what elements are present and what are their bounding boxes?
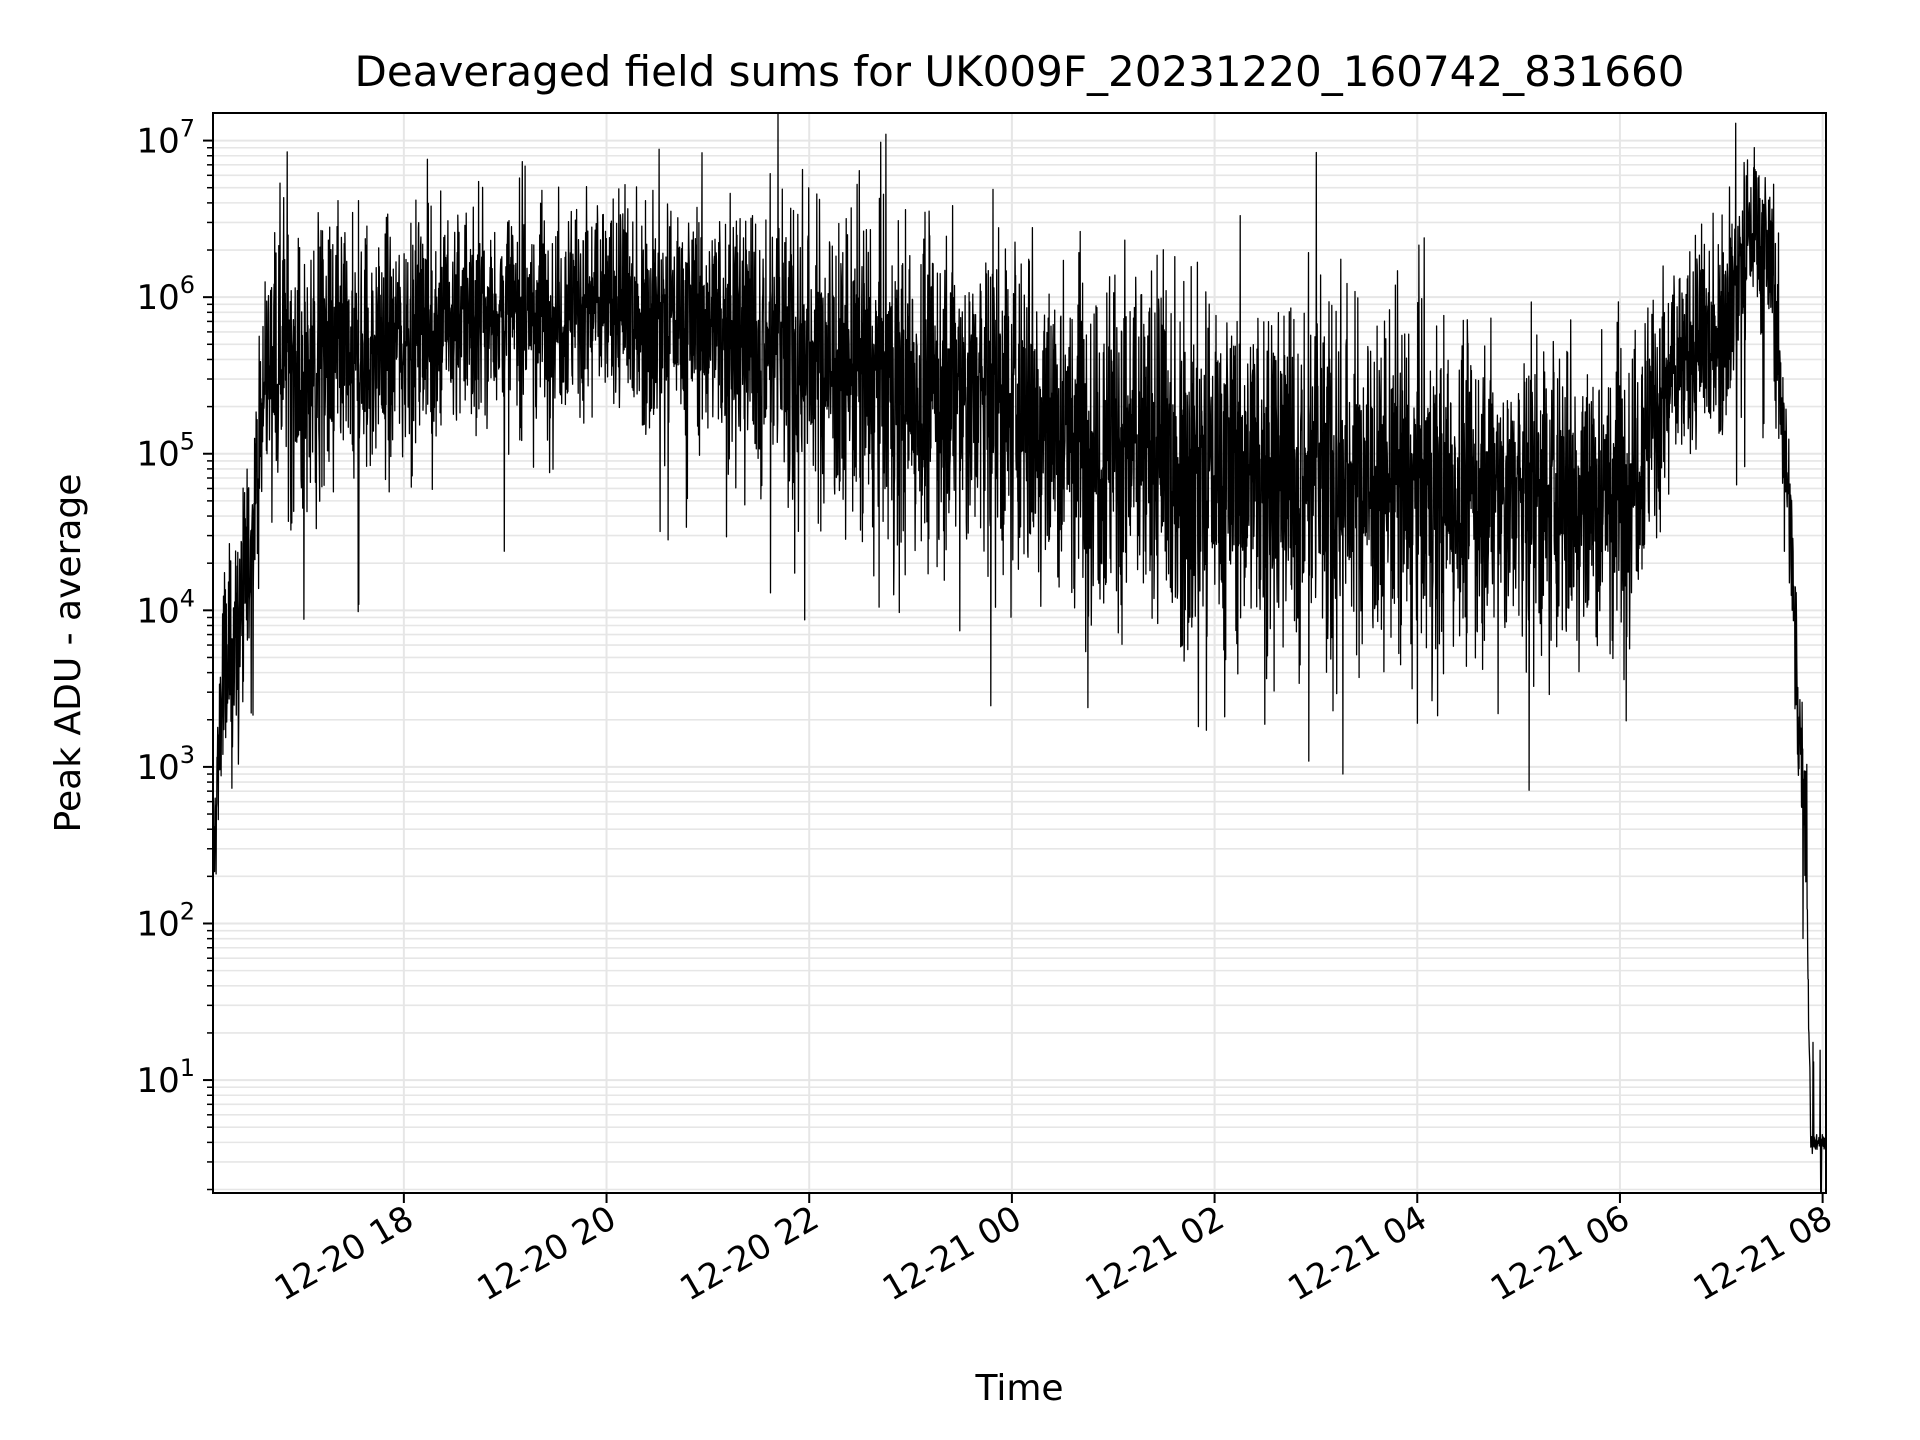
y-tick-exponent: 6 (180, 271, 195, 299)
y-tick-base: 10 (136, 278, 179, 318)
x-axis-label: Time (974, 1368, 1063, 1409)
y-tick-exponent: 3 (180, 741, 195, 769)
plot-area-frame (212, 112, 1827, 1194)
y-tick-label: 103 (136, 741, 195, 788)
series-line (212, 112, 1827, 1194)
y-axis-label: Peak ADU - average (48, 474, 89, 833)
y-tick-exponent: 4 (180, 584, 195, 612)
y-tick-label: 104 (136, 584, 195, 631)
y-tick-label: 102 (136, 897, 195, 944)
y-tick-exponent: 5 (180, 428, 195, 456)
y-tick-base: 10 (136, 748, 179, 788)
y-tick-base: 10 (136, 904, 179, 944)
chart-title: Deaveraged field sums for UK009F_2023122… (355, 47, 1685, 96)
y-tick-label: 105 (136, 428, 195, 475)
y-tick-exponent: 1 (180, 1054, 195, 1082)
y-tick-label: 107 (136, 115, 195, 162)
series-group (212, 112, 1827, 1194)
y-tick-base: 10 (136, 591, 179, 631)
y-tick-label: 101 (136, 1054, 195, 1101)
y-tick-label: 106 (136, 271, 195, 318)
y-tick-base: 10 (136, 435, 179, 475)
y-tick-base: 10 (136, 122, 179, 162)
y-tick-base: 10 (136, 1061, 179, 1101)
y-tick-exponent: 2 (180, 897, 195, 925)
y-tick-exponent: 7 (180, 115, 195, 143)
